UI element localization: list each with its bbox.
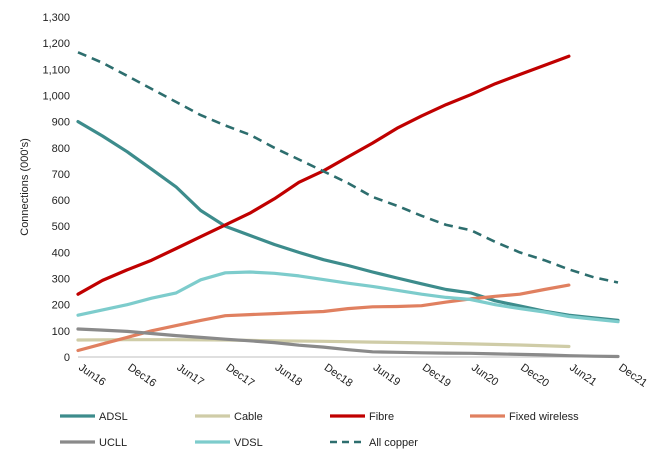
x-tick-label: Dec19	[420, 362, 453, 390]
series-line-adsl	[76, 119, 620, 322]
legend-label: Fixed wireless	[509, 411, 579, 423]
y-tick-label: 700	[52, 169, 70, 181]
y-tick-label: 1,100	[42, 64, 70, 76]
legend-label: All copper	[369, 437, 418, 449]
y-tick-label: 400	[52, 247, 70, 259]
y-tick-label: 100	[52, 326, 70, 338]
x-tick-label: Jun17	[174, 362, 205, 389]
x-tick-label: Jun18	[273, 362, 304, 389]
series-line-ucll	[76, 327, 620, 359]
y-tick-label: 1,200	[42, 38, 70, 50]
y-axis-ticks: 0 100 200 300 400 500 600 700 800 900 1,000 1,100 1,…	[42, 12, 70, 364]
y-tick-label: 1,300	[42, 12, 70, 24]
series-line-vdsl	[76, 270, 620, 324]
legend-item: Fibre	[330, 411, 394, 423]
x-tick-label: Dec17	[224, 362, 257, 390]
y-tick-label: 500	[52, 221, 70, 233]
x-tick-label: Dec20	[518, 362, 551, 390]
legend: ADSL Cable Fibre Fixed wireless UCLL VDSL All …	[60, 411, 579, 449]
legend-label: UCLL	[99, 437, 127, 449]
legend-item: ADSL	[60, 411, 128, 423]
x-tick-label: Jun21	[567, 362, 598, 389]
legend-label: ADSL	[99, 411, 128, 423]
x-axis-ticks: Jun16 Dec16 Jun17 Dec17 Jun18 Dec18 Jun19 Dec19…	[76, 362, 649, 390]
x-tick-label: Jun19	[371, 362, 402, 389]
y-tick-label: 200	[52, 300, 70, 312]
legend-item: Cable	[195, 411, 263, 423]
x-tick-label: Jun16	[76, 362, 107, 389]
legend-item: VDSL	[195, 437, 263, 449]
x-tick-label: Jun20	[469, 362, 500, 389]
legend-label: VDSL	[234, 437, 263, 449]
legend-label: Cable	[234, 411, 263, 423]
y-tick-label: 300	[52, 274, 70, 286]
series-line-cable	[76, 338, 571, 349]
series-line-all-copper	[77, 51, 619, 284]
legend-label: Fibre	[369, 411, 394, 423]
x-tick-label: Dec16	[125, 362, 158, 390]
y-tick-label: 0	[64, 352, 70, 364]
legend-item: Fixed wireless	[470, 411, 579, 423]
x-tick-label: Dec21	[616, 362, 649, 390]
y-tick-label: 900	[52, 117, 70, 129]
y-tick-label: 800	[52, 143, 70, 155]
x-tick-label: Dec18	[322, 362, 355, 390]
series-line-fixed-wireless	[76, 283, 571, 353]
y-tick-label: 1,000	[42, 90, 70, 102]
legend-item: All copper	[330, 437, 418, 449]
y-tick-label: 600	[52, 195, 70, 207]
y-axis-label: Connections (000's)	[19, 138, 31, 236]
legend-item: UCLL	[60, 437, 127, 449]
series-lines	[76, 51, 620, 359]
